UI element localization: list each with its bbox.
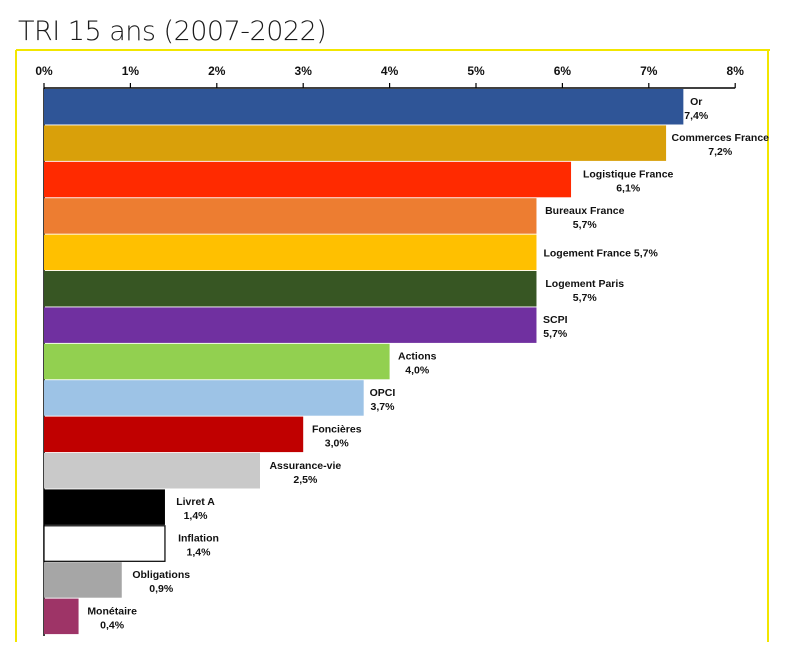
bar-value-label: 5,7% [543, 328, 568, 340]
bar-category-label: OPCI [370, 387, 396, 399]
x-tick-label: 6% [554, 64, 572, 78]
bar-value-label: 0,4% [100, 619, 125, 631]
bar-value-label: 2,5% [293, 474, 318, 486]
bar-category-label: Actions [398, 351, 437, 363]
bar-value-label: 3,7% [371, 401, 396, 413]
bar-category-label: Logement Paris [545, 278, 624, 290]
bar-commerces-france [44, 125, 667, 161]
chart-title: TRI 15 ans (2007-2022) [18, 16, 327, 47]
bar-logistique-france [44, 161, 572, 198]
bar-inflation [43, 525, 166, 562]
x-axis: 0% 1% 2% 3% 4% 5% 6% 7% 8% [35, 64, 744, 636]
bar-label: Logement France 5,7% [543, 247, 658, 259]
bar-value-label: 4,0% [405, 365, 430, 377]
bar-logement-paris [44, 271, 537, 307]
bar-category-label: Or [690, 96, 702, 108]
bar-or [44, 89, 684, 125]
bar-value-label: 3,0% [325, 437, 350, 449]
x-tick-label: 4% [381, 64, 399, 78]
x-tick-label: 1% [122, 64, 140, 78]
bar-value-label: 1,4% [187, 547, 212, 559]
bars [43, 89, 684, 635]
bar-value-label: 6,1% [616, 183, 641, 195]
bar-category-label: Livret A [176, 496, 215, 508]
bar-value-label: 1,4% [184, 510, 209, 522]
title-accent-lines [15, 49, 770, 642]
bar-value-label: 5,7% [573, 219, 598, 231]
bar-fonci-res [44, 416, 304, 453]
x-tick-label: 2% [208, 64, 226, 78]
bar-category-label: Assurance-vie [269, 460, 341, 472]
bar-scpi [44, 307, 537, 343]
bar-value-label: 5,7% [573, 292, 598, 304]
bar-obligations [44, 562, 122, 598]
bar-value-label: 7,2% [708, 146, 733, 158]
bar-category-label: Foncières [312, 423, 362, 435]
bar-actions [44, 343, 390, 380]
bar-opci [44, 380, 364, 416]
bar-category-label: Obligations [132, 569, 190, 581]
x-tick-label: 7% [640, 64, 658, 78]
bar-category-label: Inflation [178, 533, 219, 545]
bar-labels: Or 7,4% Commerces France 7,2% Logistique Fra… [87, 96, 769, 632]
x-tick-label: 0% [35, 64, 53, 78]
bar-logement-france [44, 234, 537, 271]
bar-value-label: 7,4% [684, 110, 709, 122]
bar-category-label: SCPI [543, 314, 568, 326]
x-tick-label: 3% [295, 64, 313, 78]
bar-bureaux-france [44, 198, 537, 234]
bar-category-label: Logistique France [583, 169, 674, 181]
bar-mon-taire [44, 598, 79, 635]
bar-value-label: 0,9% [149, 583, 174, 595]
x-tick-label: 5% [467, 64, 485, 78]
bar-livret-a [44, 489, 165, 525]
bar-category-label: Monétaire [87, 605, 137, 617]
bar-category-label: Commerces France [672, 132, 770, 144]
bar-category-label: Bureaux France [545, 205, 625, 217]
bar-assurance-vie [44, 453, 260, 489]
x-tick-label: 8% [727, 64, 745, 78]
